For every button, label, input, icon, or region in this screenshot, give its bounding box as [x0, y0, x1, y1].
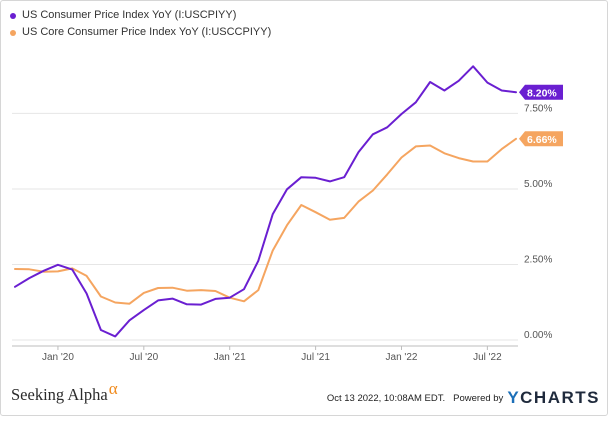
legend-dot-core-cpi-icon	[10, 29, 16, 36]
y-tick-label-1: 2.50%	[524, 254, 552, 265]
powered-by-label: Powered by	[453, 392, 504, 404]
series-line-0	[14, 65, 517, 338]
seeking-alpha-logo: Seeking Alphaα	[11, 379, 118, 405]
end-value-flag-0	[519, 84, 563, 100]
alpha-symbol-icon: α	[108, 379, 118, 398]
x-tick-label-1: Jul '20	[130, 352, 159, 363]
legend-label-core-cpi: US Core Consumer Price Index YoY (I:USCC…	[22, 26, 272, 38]
x-tick-label-4: Jan '22	[386, 352, 418, 363]
y-tick-label-2: 5.00%	[524, 179, 552, 190]
line-chart: 0.00% 2.50% 5.00% 7.50% Jan '20 Jul '20 Jan '2…	[12, 50, 563, 363]
ycharts-y-mark: Y	[507, 388, 521, 407]
footer-attribution: Oct 13 2022, 10:08AM EDT. Powered by YCH…	[327, 388, 600, 408]
y-tick-label-3: 7.50%	[524, 103, 552, 114]
end-value-flag-1	[519, 131, 563, 147]
legend-dot-cpi-icon	[10, 12, 16, 19]
legend: US Consumer Price Index YoY (I:USCPIYY) …	[10, 7, 271, 41]
ycharts-wordmark: CHARTS	[520, 388, 600, 407]
series-line-1	[14, 137, 517, 305]
brand-name: Seeking Alpha	[11, 385, 108, 404]
ycharts-logo[interactable]: YCHARTS	[507, 388, 600, 408]
end-value-label-0: 8.20%	[527, 87, 557, 99]
legend-item-cpi[interactable]: US Consumer Price Index YoY (I:USCPIYY)	[10, 7, 271, 24]
y-tick-label-0: 0.00%	[524, 330, 552, 341]
legend-item-core-cpi[interactable]: US Core Consumer Price Index YoY (I:USCC…	[10, 24, 271, 41]
x-tick-label-5: Jul '22	[473, 352, 502, 363]
end-value-label-1: 6.66%	[527, 134, 557, 146]
timestamp: Oct 13 2022, 10:08AM EDT.	[326, 392, 446, 404]
x-tick-label-0: Jan '20	[42, 352, 74, 363]
plot-area	[12, 50, 518, 343]
legend-label-cpi: US Consumer Price Index YoY (I:USCPIYY)	[22, 9, 237, 21]
x-tick-label-3: Jul '21	[301, 352, 330, 363]
x-tick-label-2: Jan '21	[214, 352, 246, 363]
